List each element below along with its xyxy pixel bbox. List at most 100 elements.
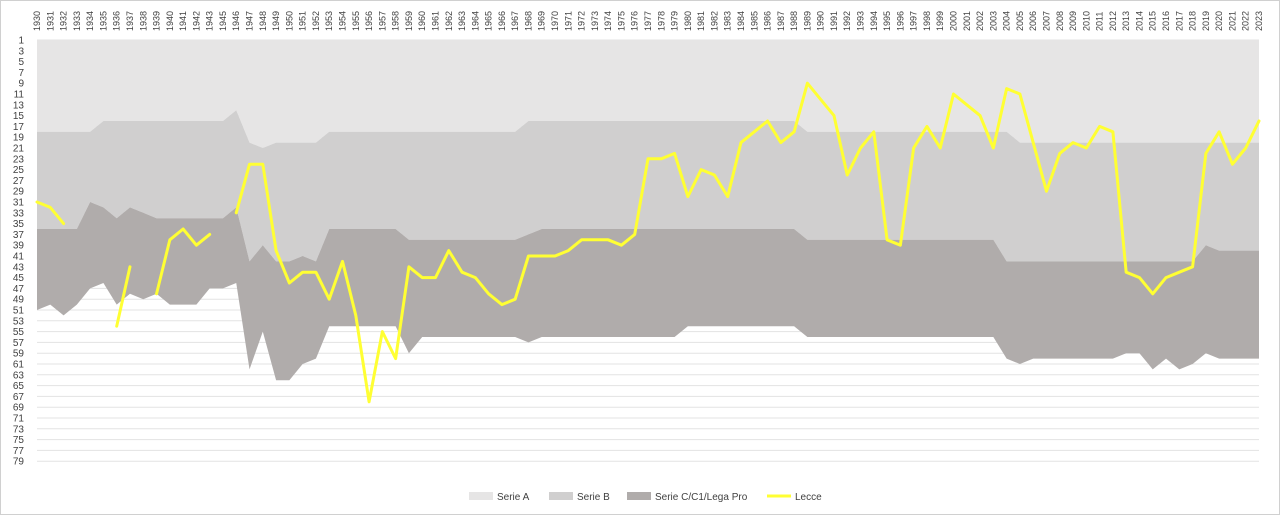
y-tick-label: 37 xyxy=(13,230,25,241)
x-tick-label: 1934 xyxy=(85,11,95,31)
area-serie-c-c1-lega-pro xyxy=(37,202,1259,381)
legend-label-serie-b: Serie B xyxy=(577,492,610,503)
x-tick-label: 1987 xyxy=(776,11,786,31)
y-tick-label: 21 xyxy=(13,144,25,155)
x-tick-label: 1963 xyxy=(457,11,467,31)
x-tick-label: 1936 xyxy=(112,11,122,31)
x-tick-label: 1966 xyxy=(497,11,507,31)
x-tick-label: 2009 xyxy=(1068,11,1078,31)
y-tick-label: 47 xyxy=(13,284,25,295)
x-tick-label: 1993 xyxy=(856,11,866,31)
y-tick-label: 65 xyxy=(13,381,25,392)
x-tick-label: 1945 xyxy=(218,11,228,31)
x-tick-label: 1940 xyxy=(165,11,175,31)
x-tick-label: 2011 xyxy=(1095,12,1105,31)
legend-label-lecce: Lecce xyxy=(795,492,822,503)
y-tick-label: 77 xyxy=(13,446,25,457)
lecce-line-segment xyxy=(115,265,132,328)
area-serie-b xyxy=(37,110,1259,262)
x-tick-label: 1956 xyxy=(364,11,374,31)
x-tick-label: 1950 xyxy=(284,11,294,31)
x-tick-label: 1992 xyxy=(842,11,852,31)
y-tick-label: 29 xyxy=(13,187,25,198)
x-tick-label: 1977 xyxy=(643,11,653,31)
x-tick-label: 2014 xyxy=(1134,11,1144,31)
y-tick-label: 67 xyxy=(13,392,25,403)
y-tick-label: 25 xyxy=(13,165,25,176)
legend-swatch-serie-b xyxy=(549,492,573,500)
x-tick-label: 1994 xyxy=(869,11,879,31)
y-tick-label: 69 xyxy=(13,403,25,414)
y-tick-label: 5 xyxy=(18,57,24,68)
x-tick-label: 1938 xyxy=(138,11,148,31)
team-line xyxy=(35,81,1261,404)
y-tick-label: 63 xyxy=(13,370,25,381)
legend-label-serie-c-c1-lega-pro: Serie C/C1/Lega Pro xyxy=(655,492,748,503)
x-tick-label: 2023 xyxy=(1254,11,1264,31)
y-tick-label: 57 xyxy=(13,338,25,349)
x-tick-label: 2006 xyxy=(1028,11,1038,31)
x-tick-label: 1959 xyxy=(404,11,414,31)
x-tick-label: 2010 xyxy=(1081,11,1091,31)
x-tick-label: 1952 xyxy=(311,11,321,31)
y-tick-label: 35 xyxy=(13,219,25,230)
y-tick-label: 49 xyxy=(13,295,25,306)
y-tick-label: 7 xyxy=(18,68,24,79)
x-tick-label: 1948 xyxy=(258,11,268,31)
lecce-line-segment xyxy=(35,200,66,226)
x-tick-label: 2003 xyxy=(988,11,998,31)
y-tick-label: 33 xyxy=(13,208,25,219)
x-tick-label: 1941 xyxy=(178,11,188,31)
x-tick-label: 1999 xyxy=(935,11,945,31)
x-tick-label: 2000 xyxy=(949,11,959,31)
x-tick-label: 1953 xyxy=(324,11,334,31)
area-serie-a xyxy=(37,40,1259,148)
x-tick-label: 1946 xyxy=(231,11,241,31)
y-tick-label: 45 xyxy=(13,273,25,284)
x-tick-label: 1971 xyxy=(563,11,573,31)
x-tick-label: 1979 xyxy=(670,11,680,31)
x-tick-label: 2001 xyxy=(962,11,972,31)
x-tick-label: 1933 xyxy=(72,11,82,31)
x-tick-label: 2020 xyxy=(1214,11,1224,31)
x-tick-label: 2008 xyxy=(1055,11,1065,31)
y-tick-label: 73 xyxy=(13,424,25,435)
x-tick-label: 2015 xyxy=(1148,11,1158,31)
y-tick-label: 11 xyxy=(14,90,25,101)
y-tick-label: 27 xyxy=(13,176,25,187)
x-tick-label: 1968 xyxy=(523,11,533,31)
x-tick-label: 2019 xyxy=(1201,11,1211,31)
y-tick-label: 15 xyxy=(13,111,25,122)
x-tick-label: 1980 xyxy=(683,11,693,31)
x-tick-label: 1961 xyxy=(430,11,440,31)
x-tick-label: 2018 xyxy=(1188,11,1198,31)
x-tick-label: 2007 xyxy=(1041,11,1051,31)
y-tick-label: 39 xyxy=(13,241,25,252)
x-tick-label: 1974 xyxy=(603,11,613,31)
x-tick-label: 1972 xyxy=(577,11,587,31)
x-tick-label: 1942 xyxy=(191,11,201,31)
y-tick-label: 3 xyxy=(18,46,24,57)
y-tick-label: 43 xyxy=(13,262,25,273)
x-tick-label: 2021 xyxy=(1227,11,1237,31)
x-tick-label: 1939 xyxy=(152,11,162,31)
y-tick-label: 75 xyxy=(13,435,25,446)
x-tick-label: 1982 xyxy=(709,11,719,31)
x-tick-label: 1990 xyxy=(816,11,826,31)
x-tick-label: 1969 xyxy=(537,11,547,31)
legend-swatch-serie-a xyxy=(469,492,493,500)
y-tick-label: 23 xyxy=(13,154,25,165)
lecce-line-segment xyxy=(234,81,1261,404)
x-tick-label: 1965 xyxy=(484,11,494,31)
y-tick-label: 1 xyxy=(18,36,24,47)
y-tick-label: 61 xyxy=(13,360,25,371)
x-tick-label: 1955 xyxy=(351,11,361,31)
x-tick-label: 2004 xyxy=(1002,11,1012,31)
x-tick-label: 1962 xyxy=(444,11,454,31)
x-tick-label: 1967 xyxy=(510,11,520,31)
x-tick-label: 1975 xyxy=(616,11,626,31)
x-tick-label: 2022 xyxy=(1241,11,1251,31)
x-tick-label: 1976 xyxy=(630,11,640,31)
